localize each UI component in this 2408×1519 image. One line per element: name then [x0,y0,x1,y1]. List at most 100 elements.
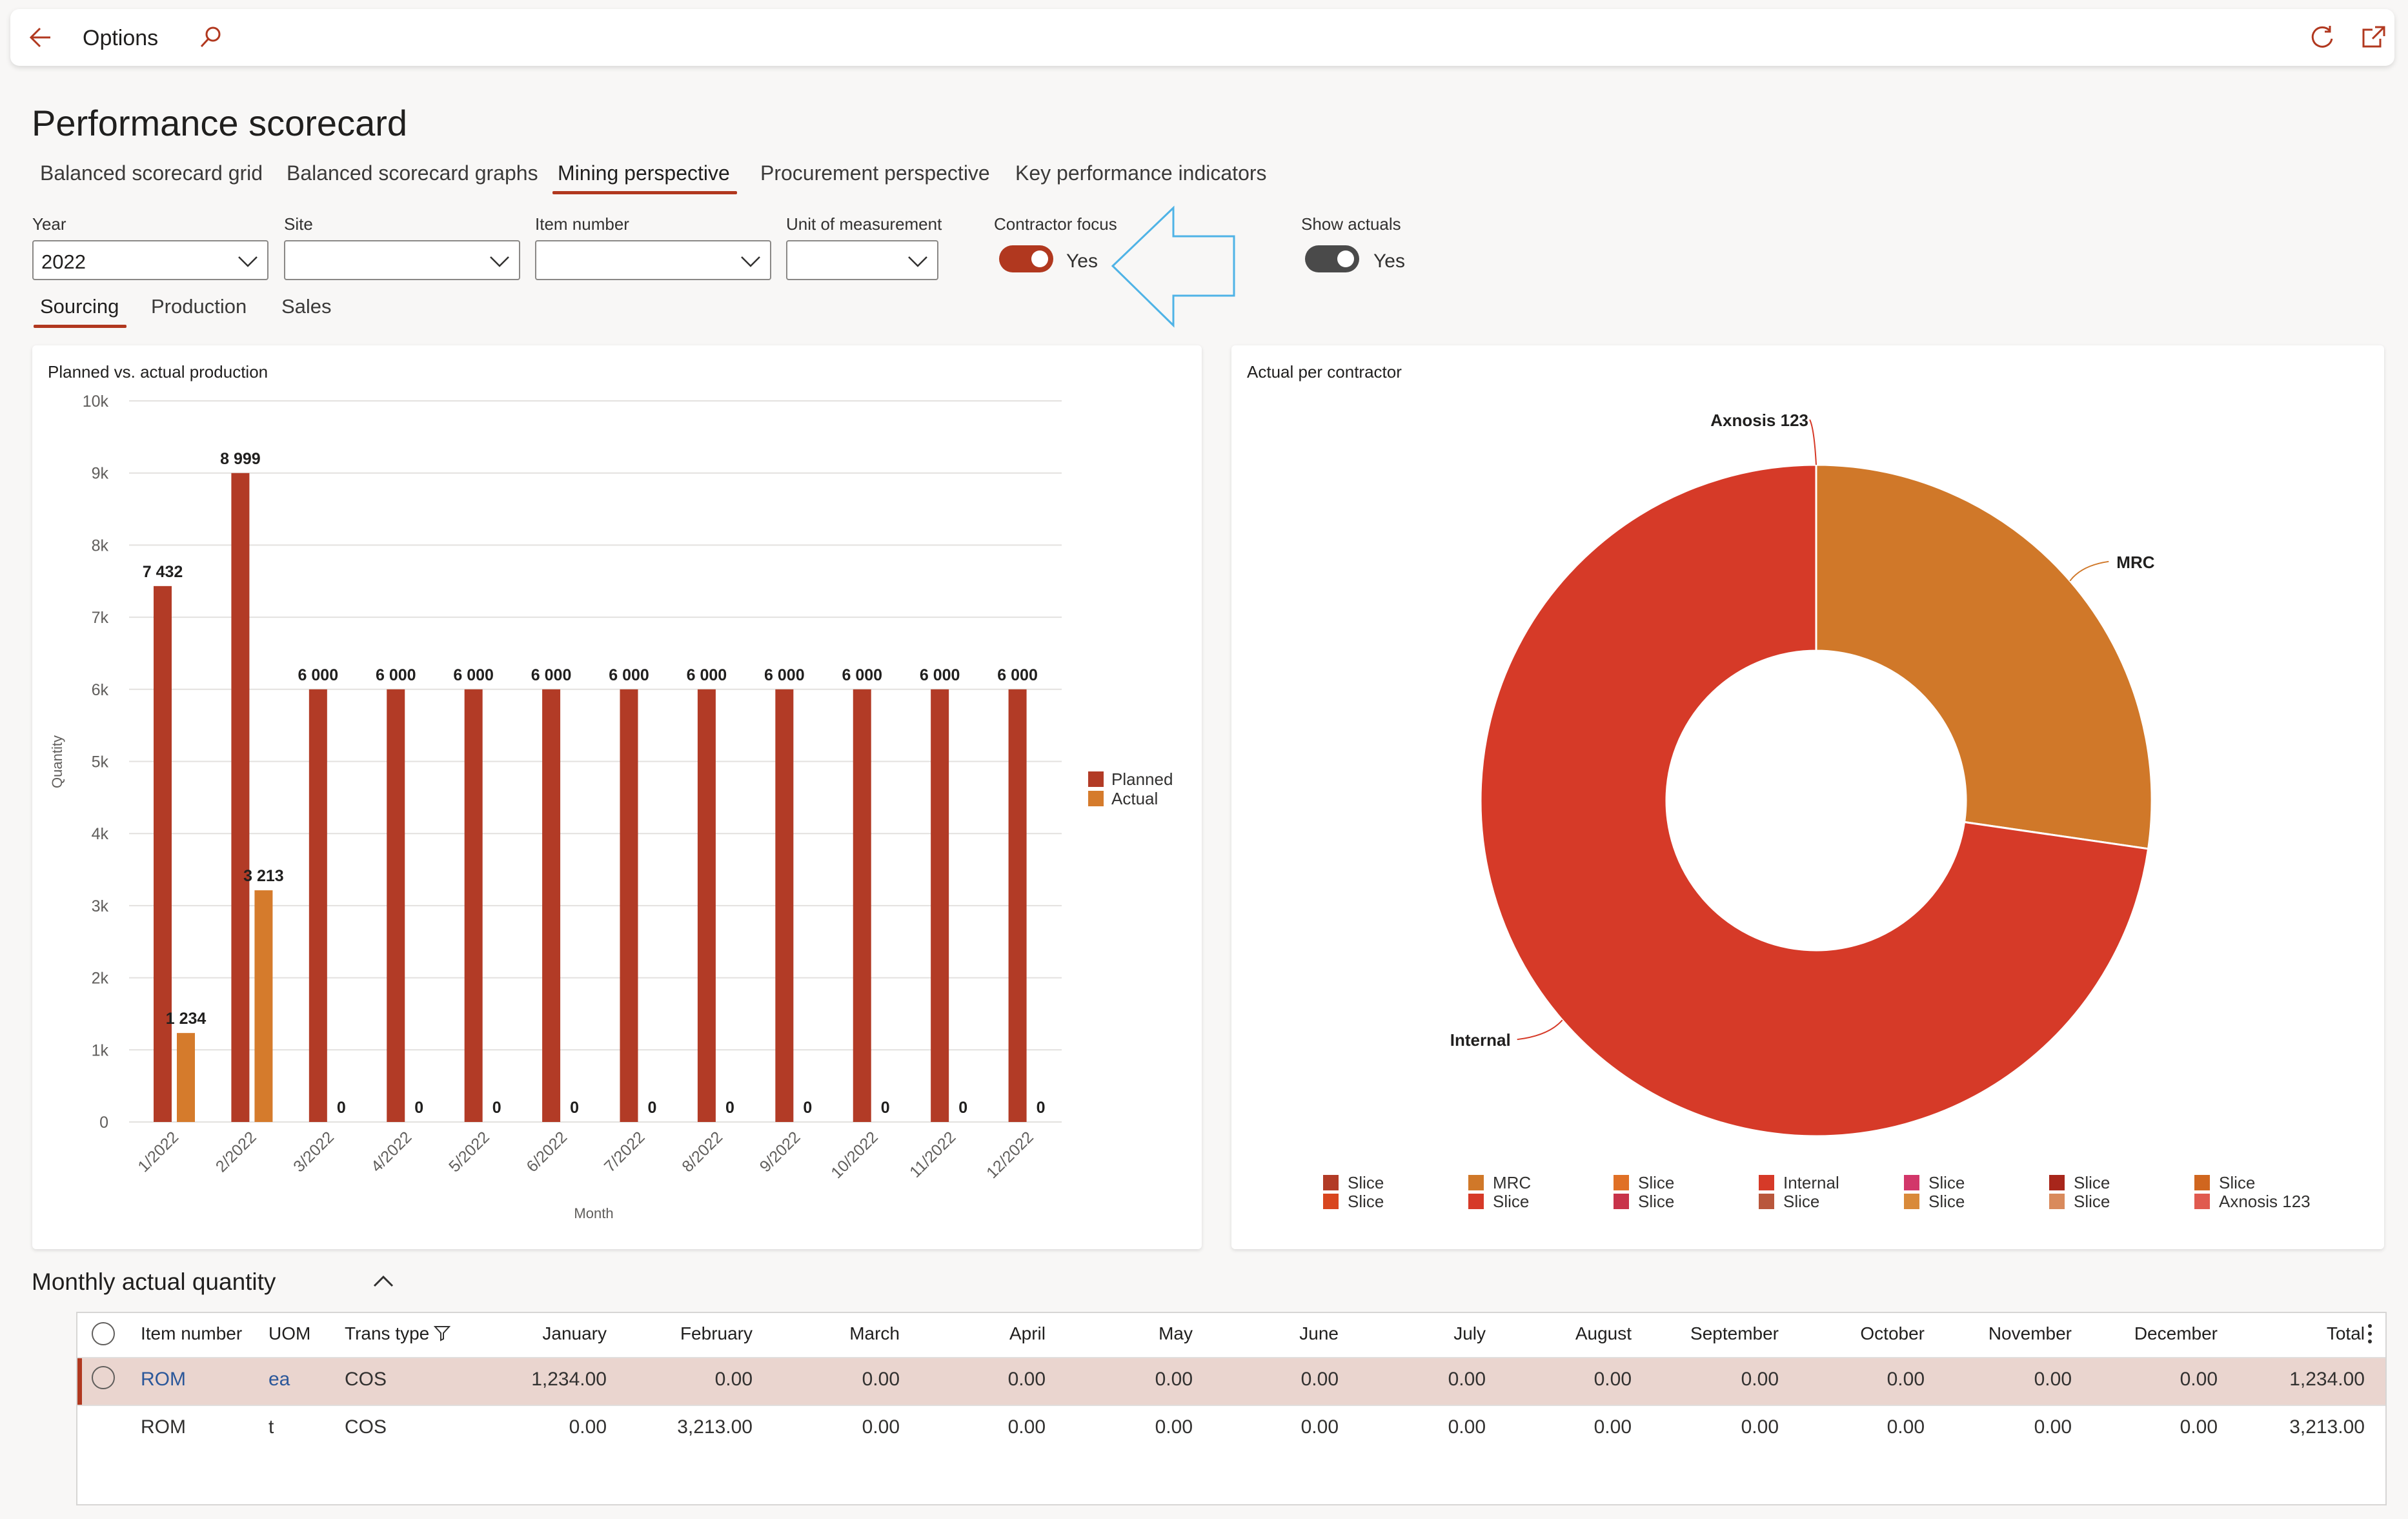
col-header-november[interactable]: November [1988,1323,2072,1343]
bar-planned[interactable] [154,586,172,1122]
bar-planned[interactable] [697,689,716,1122]
legend-label: Actual [1111,789,1158,808]
y-tick-label: 2k [92,970,109,988]
bar-value-label: 6 000 [531,666,572,684]
leader-line [1517,1019,1563,1041]
leader-line [2069,560,2109,582]
contractor-focus-toggle[interactable] [999,245,1053,272]
refresh-icon[interactable] [2308,23,2336,52]
slice-mrc[interactable] [1815,464,2153,850]
y-tick-label: 6k [92,681,109,699]
tab-balanced-scorecard-graphs[interactable]: Balanced scorecard graphs [287,161,538,185]
contractor-focus-value: Yes [1066,250,1098,272]
item-number-label: Item number [535,214,629,234]
table-cell[interactable]: ea [268,1369,290,1390]
bar-planned[interactable] [1008,689,1027,1122]
planned-vs-actual-card: Planned vs. actual production 0 1k 2k 3k 4k 5… [32,345,1202,1249]
bar-planned[interactable] [620,689,638,1122]
col-header-may[interactable]: May [1158,1323,1193,1343]
x-tick-label: 5/2022 [445,1128,493,1176]
table-cell: 0.00 [569,1416,607,1438]
col-header-december[interactable]: December [2134,1323,2218,1343]
y-tick-label: 3k [92,897,109,915]
bar-chart: 0 1k 2k 3k 4k 5k 6k 7k 8k 9k 10k Quantity 7 432 1 234… [49,392,1173,1221]
col-header-item-number[interactable]: Item number [141,1323,243,1343]
bar-planned[interactable] [853,689,871,1122]
y-tick-label: 4k [92,825,109,843]
subtab-sourcing[interactable]: Sourcing [40,295,119,318]
row-select-radio[interactable] [92,1366,115,1389]
tab-key-performance-indicators[interactable]: Key performance indicators [1015,161,1267,185]
actual-per-contractor-card: Actual per contractor MRC Internal Axnosis… [1231,345,2384,1249]
chevron-down-icon [238,256,258,267]
legend-label: Slice [1638,1192,1674,1211]
subtab-production[interactable]: Production [151,295,247,318]
tab-mining-perspective[interactable]: Mining perspective [558,161,730,185]
legend-swatch [1904,1175,1919,1190]
x-tick-label: 11/2022 [906,1128,959,1181]
col-header-uom[interactable]: UOM [268,1323,311,1343]
bar-planned[interactable] [931,689,949,1122]
y-tick-label: 7k [92,609,109,627]
section-title: Monthly actual quantity [32,1269,276,1295]
x-tick-label: 6/2022 [523,1128,571,1176]
table-cell: 1,234.00 [531,1369,607,1390]
select-all-radio[interactable] [92,1322,115,1345]
table-cell: 0.00 [2034,1369,2072,1390]
legend-label: Slice [2219,1173,2255,1192]
bar-planned[interactable] [542,689,561,1122]
tab-procurement-perspective[interactable]: Procurement perspective [760,161,990,185]
table-cell: 0.00 [1448,1416,1486,1438]
col-header-april[interactable]: April [1009,1323,1046,1343]
col-header-february[interactable]: February [680,1323,753,1343]
bar-planned[interactable] [309,689,327,1122]
open-new-window-icon[interactable] [2360,23,2388,52]
legend-label: Slice [1348,1173,1384,1192]
table-cell: COS [345,1369,387,1390]
tab-balanced-scorecard-grid[interactable]: Balanced scorecard grid [40,161,263,185]
table-cell: 0.00 [2180,1416,2218,1438]
show-actuals-toggle[interactable] [1305,245,1359,272]
x-tick-label: 9/2022 [756,1128,804,1176]
more-options-icon[interactable] [2366,1322,2374,1345]
bar-value-label: 0 [648,1099,657,1117]
slice-label: MRC [2116,553,2154,572]
bar-planned[interactable] [231,473,250,1122]
page-title: Performance scorecard [32,103,408,143]
bar-planned[interactable] [464,689,483,1122]
bar-chart-title: Planned vs. actual production [48,362,268,382]
site-dropdown[interactable] [284,240,520,280]
unit-of-measurement-dropdown[interactable] [786,240,938,280]
pie-chart-title: Actual per contractor [1247,362,1402,382]
col-header-july[interactable]: July [1453,1323,1486,1343]
item-number-dropdown[interactable] [535,240,771,280]
col-header-trans-type[interactable]: Trans type [345,1323,430,1343]
search-icon[interactable] [197,25,223,50]
bar-actual[interactable] [177,1033,195,1122]
col-header-august[interactable]: August [1575,1323,1632,1343]
bar-actual[interactable] [254,890,273,1122]
col-header-october[interactable]: October [1860,1323,1925,1343]
bar-value-label: 6 000 [453,666,494,684]
bar-planned[interactable] [387,689,405,1122]
col-header-total[interactable]: Total [2326,1323,2365,1343]
table-cell: 0.00 [1007,1369,1046,1390]
table-cell[interactable]: ROM [141,1369,186,1390]
legend-label: Slice [2074,1173,2110,1192]
slice-internal[interactable] [1479,464,2150,1137]
col-header-june[interactable]: June [1299,1323,1339,1343]
filter-icon[interactable] [434,1325,450,1341]
chevron-up-icon[interactable] [372,1273,395,1289]
year-value: 2022 [41,250,86,273]
bar-value-label: 7 432 [143,563,183,581]
bar-value-label: 0 [337,1099,346,1117]
year-dropdown[interactable]: 2022 [32,240,268,280]
back-arrow-icon[interactable] [27,26,53,49]
bar-value-label: 6 000 [920,666,960,684]
col-header-march[interactable]: March [849,1323,900,1343]
table-cell: 0.00 [1594,1369,1632,1390]
col-header-september[interactable]: September [1690,1323,1779,1343]
col-header-january[interactable]: January [542,1323,607,1343]
bar-planned[interactable] [775,689,794,1122]
subtab-sales[interactable]: Sales [281,295,332,318]
